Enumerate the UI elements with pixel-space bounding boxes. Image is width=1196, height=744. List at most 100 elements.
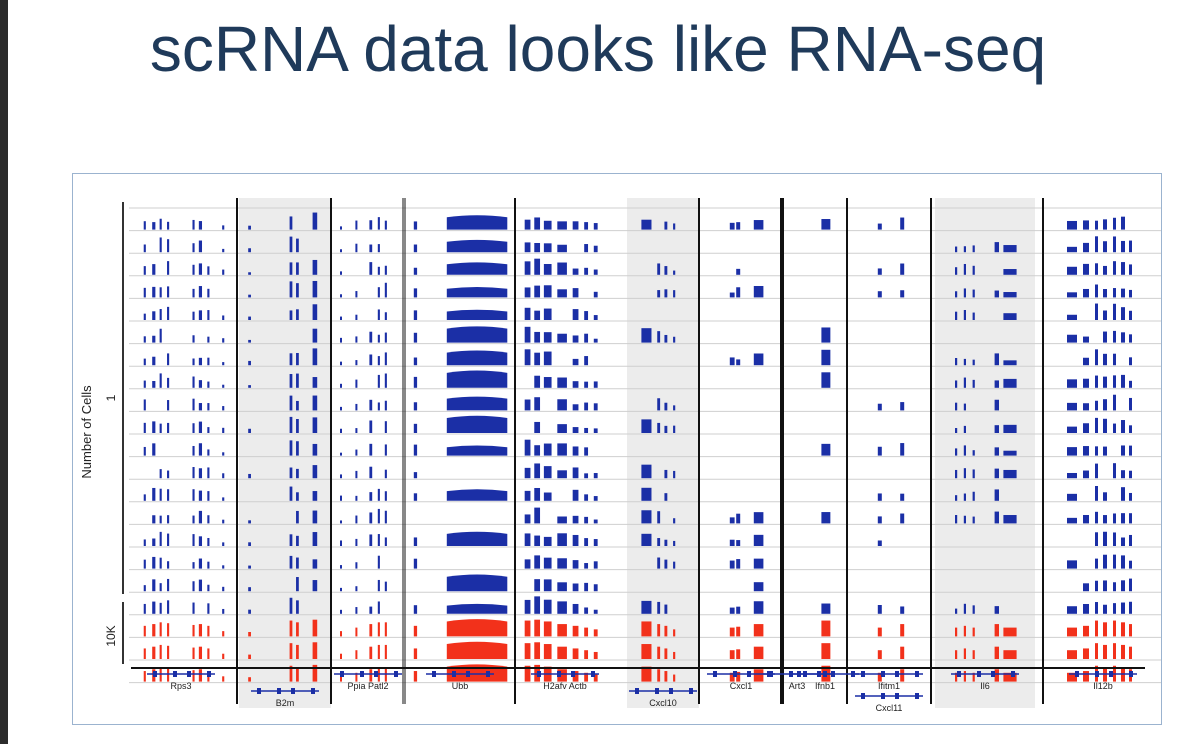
coverage-bar (207, 515, 210, 524)
gene-model-exon (895, 693, 899, 699)
coverage-bar (753, 353, 764, 366)
coverage-bar (377, 266, 380, 275)
coverage-bar (1121, 555, 1125, 569)
coverage-bar (1121, 288, 1125, 298)
coverage-bar (584, 672, 589, 682)
coverage-bar (340, 540, 342, 546)
coverage-bar (994, 624, 999, 637)
coverage-bar (446, 215, 508, 230)
coverage-bar (413, 605, 418, 614)
coverage-bar (192, 358, 195, 366)
coverage-bar (446, 619, 508, 637)
coverage-bar (593, 609, 598, 614)
coverage-bar (963, 263, 966, 275)
coverage-bar (1083, 263, 1089, 275)
gene-annotations: Rps3 B2m Ppia Patl2 Ubb H2afv Actb Cxcl10 Cxcl… (147, 671, 1137, 713)
coverage-bar (963, 288, 966, 298)
coverage-bar (1003, 360, 1017, 366)
coverage-bar (296, 644, 299, 659)
coverage-bar (877, 446, 882, 456)
coverage-bar (1095, 558, 1098, 569)
coverage-bar (369, 399, 373, 411)
coverage-bar (192, 423, 195, 433)
coverage-bar (736, 540, 741, 546)
coverage-bar (152, 421, 156, 433)
coverage-bar (340, 337, 342, 343)
coverage-bar (543, 377, 552, 388)
coverage-bar (584, 447, 589, 456)
coverage-bar (1083, 470, 1089, 479)
coverage-bar (377, 374, 380, 388)
coverage-bar (248, 565, 251, 569)
coverage-bar (657, 538, 661, 546)
coverage-bar (955, 650, 958, 659)
coverage-bar (312, 532, 318, 546)
coverage-bar (1113, 513, 1116, 524)
coverage-bar (167, 221, 170, 230)
coverage-bar (664, 539, 668, 546)
coverage-bar (673, 223, 676, 230)
coverage-bar (534, 579, 541, 592)
coverage-bar (1129, 425, 1132, 433)
coverage-bar (446, 396, 508, 411)
coverage-bar (593, 496, 598, 501)
group-label-single: 1 (104, 394, 118, 401)
coverage-bar (312, 443, 318, 456)
coverage-bar (1067, 627, 1077, 637)
gene-model-exon (571, 671, 575, 677)
coverage-bar (584, 563, 589, 569)
coverage-bar (963, 445, 966, 456)
coverage-bar (340, 452, 342, 456)
coverage-bar (312, 580, 318, 592)
coverage-bar (657, 511, 661, 524)
coverage-bar (534, 310, 541, 320)
coverage-bar (446, 262, 508, 275)
coverage-bar (369, 331, 373, 343)
coverage-bar (192, 670, 195, 682)
coverage-bar (1003, 424, 1017, 433)
coverage-bar (736, 222, 741, 230)
coverage-bar (413, 332, 418, 343)
coverage-bar (143, 336, 146, 343)
coverage-bar (289, 467, 293, 479)
coverage-bar (994, 353, 999, 366)
coverage-bar (963, 377, 966, 388)
coverage-bar (192, 264, 195, 275)
coverage-bar (534, 217, 541, 230)
coverage-bar (312, 642, 318, 659)
coverage-bar (963, 403, 966, 411)
coverage-bar (377, 622, 380, 637)
coverage-bar (557, 221, 567, 230)
coverage-bar (289, 534, 293, 546)
coverage-bar (1129, 357, 1132, 366)
coverage-bar (1103, 622, 1107, 637)
coverage-bar (159, 423, 162, 433)
coverage-bar (593, 651, 598, 659)
coverage-bar (207, 603, 210, 614)
coverage-bar (192, 562, 195, 569)
coverage-bar (729, 560, 735, 569)
coverage-bar (972, 627, 975, 637)
coverage-bar (572, 268, 579, 275)
coverage-bar (143, 422, 146, 433)
coverage-bar (1067, 292, 1077, 298)
coverage-bar (736, 513, 741, 524)
coverage-bar (1067, 379, 1077, 388)
coverage-bar (152, 311, 156, 320)
coverage-bar (192, 489, 195, 501)
coverage-bar (159, 218, 162, 230)
coverage-bar (222, 269, 225, 275)
coverage-bar (1113, 463, 1116, 479)
coverage-bar (1083, 357, 1089, 366)
coverage-bar (296, 577, 299, 592)
coverage-bar (821, 443, 831, 456)
coverage-bar (1083, 220, 1089, 230)
coverage-bar (821, 643, 831, 659)
gene-model-exon (895, 671, 899, 677)
coverage-bar (143, 287, 146, 298)
coverage-bar (593, 473, 598, 479)
coverage-bar (584, 607, 589, 614)
coverage-bar (955, 358, 958, 366)
coverage-bar (340, 495, 342, 501)
coverage-bar (557, 333, 567, 343)
